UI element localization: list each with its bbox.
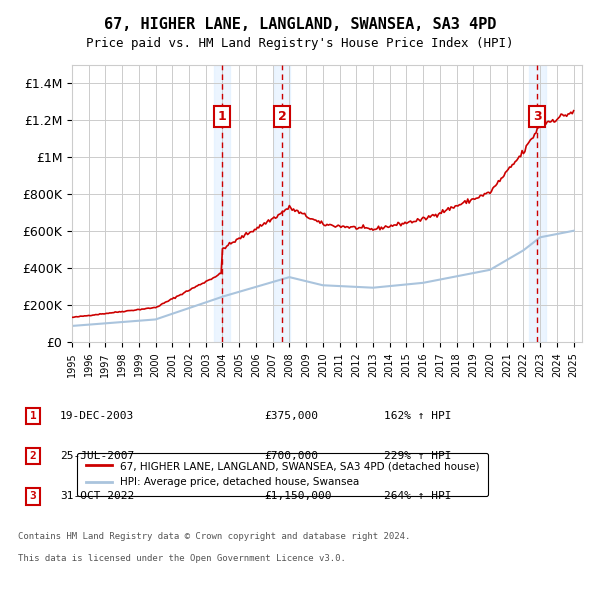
Text: Contains HM Land Registry data © Crown copyright and database right 2024.: Contains HM Land Registry data © Crown c… <box>18 532 410 541</box>
Text: This data is licensed under the Open Government Licence v3.0.: This data is licensed under the Open Gov… <box>18 554 346 563</box>
Text: 31-OCT-2022: 31-OCT-2022 <box>60 491 134 501</box>
Text: 229% ↑ HPI: 229% ↑ HPI <box>384 451 452 461</box>
Text: 1: 1 <box>29 411 37 421</box>
Text: £1,150,000: £1,150,000 <box>264 491 331 501</box>
Text: 264% ↑ HPI: 264% ↑ HPI <box>384 491 452 501</box>
Text: Price paid vs. HM Land Registry's House Price Index (HPI): Price paid vs. HM Land Registry's House … <box>86 37 514 50</box>
Text: 2: 2 <box>29 451 37 461</box>
Text: £375,000: £375,000 <box>264 411 318 421</box>
Bar <box>214 65 230 342</box>
Bar <box>529 65 546 342</box>
Text: 3: 3 <box>29 491 37 501</box>
Text: 3: 3 <box>533 110 542 123</box>
Text: 67, HIGHER LANE, LANGLAND, SWANSEA, SA3 4PD: 67, HIGHER LANE, LANGLAND, SWANSEA, SA3 … <box>104 17 496 31</box>
Bar <box>274 65 290 342</box>
Text: 25-JUL-2007: 25-JUL-2007 <box>60 451 134 461</box>
Text: 1: 1 <box>218 110 226 123</box>
Text: £700,000: £700,000 <box>264 451 318 461</box>
Text: 2: 2 <box>278 110 286 123</box>
Text: 19-DEC-2003: 19-DEC-2003 <box>60 411 134 421</box>
Text: 162% ↑ HPI: 162% ↑ HPI <box>384 411 452 421</box>
Legend: 67, HIGHER LANE, LANGLAND, SWANSEA, SA3 4PD (detached house), HPI: Average price: 67, HIGHER LANE, LANGLAND, SWANSEA, SA3 … <box>77 453 488 496</box>
